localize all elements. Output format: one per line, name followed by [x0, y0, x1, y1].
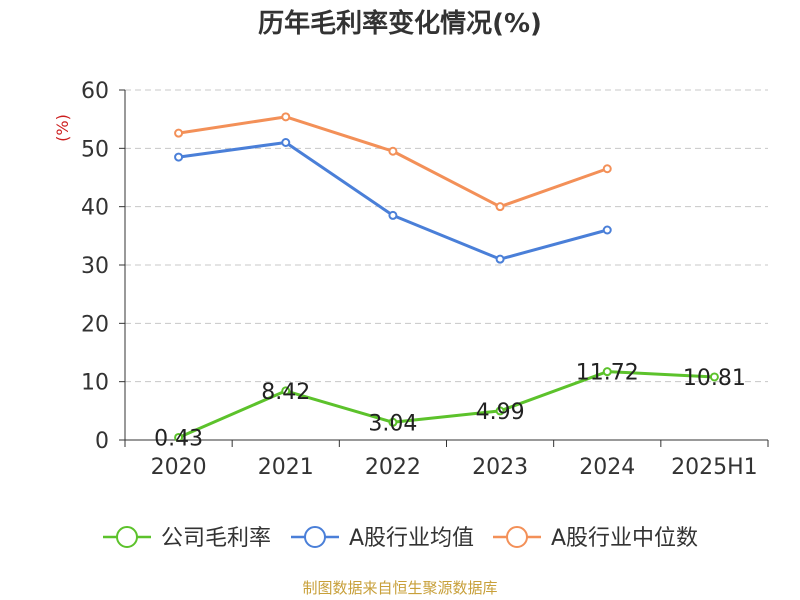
data-point	[602, 164, 612, 174]
data-label: 10.81	[683, 366, 746, 391]
data-point	[388, 146, 398, 156]
data-point	[281, 138, 291, 147]
x-tick-label: 2023	[472, 455, 528, 480]
data-point	[602, 367, 612, 377]
data-label: 0.43	[154, 426, 203, 451]
data-label: 8.42	[261, 380, 310, 405]
y-axis-label: (%)	[53, 114, 72, 142]
y-tick-label: 10	[81, 371, 109, 396]
legend-label: A股行业均值	[349, 526, 474, 551]
legend-label: 公司毛利率	[161, 526, 271, 551]
legend-item[interactable]: 公司毛利率	[103, 526, 271, 551]
x-tick-label: 2020	[151, 455, 207, 480]
legend: 公司毛利率 A股行业均值 A股行业中位数	[103, 526, 698, 551]
y-tick-label: 20	[81, 312, 109, 337]
series-line	[178, 141, 608, 261]
x-tick-label: 2022	[365, 455, 421, 480]
data-point	[602, 225, 612, 235]
data-labels: 0.43 8.42 3.04 4.99 11.72 10.81	[154, 361, 746, 452]
x-tick-label: 2021	[258, 455, 314, 480]
x-tick-label: 2025H1	[671, 455, 758, 480]
legend-item[interactable]: A股行业中位数	[493, 526, 698, 551]
y-tick-label: 50	[81, 137, 109, 162]
y-tick-label: 60	[81, 79, 109, 104]
legend-item[interactable]: A股行业均值	[291, 526, 474, 551]
legend-circle-icon	[304, 526, 326, 548]
y-tick-label: 40	[81, 196, 109, 221]
data-point	[495, 406, 505, 416]
data-point	[281, 386, 291, 396]
data-source: 制图数据来自恒生聚源数据库	[302, 579, 498, 597]
data-point	[495, 254, 505, 264]
y-tick-label: 30	[81, 254, 109, 279]
data-label: 11.72	[576, 361, 639, 386]
legend-label: A股行业中位数	[551, 526, 698, 551]
data-point	[388, 210, 398, 220]
data-label: 4.99	[476, 400, 525, 425]
data-point	[174, 152, 184, 162]
legend-circle-icon	[506, 526, 528, 548]
data-point	[388, 417, 398, 427]
chart-title: 历年毛利率变化情况(%)	[258, 9, 542, 39]
data-point	[174, 128, 184, 138]
x-tick-label: 2024	[579, 455, 635, 480]
data-point	[174, 432, 184, 442]
data-point	[495, 202, 505, 212]
data-point	[709, 372, 719, 382]
data-label: 3.04	[368, 411, 417, 436]
data-point	[281, 112, 291, 122]
series-line	[177, 370, 715, 439]
legend-circle-icon	[116, 526, 138, 548]
axes: 0 10 20 30 40 50 60 2020 2021 2022 2023 2024 2025H1	[81, 79, 769, 480]
gridlines	[125, 89, 768, 383]
series-group	[174, 112, 719, 442]
y-tick-label: 0	[95, 429, 109, 454]
series-line	[178, 115, 608, 209]
